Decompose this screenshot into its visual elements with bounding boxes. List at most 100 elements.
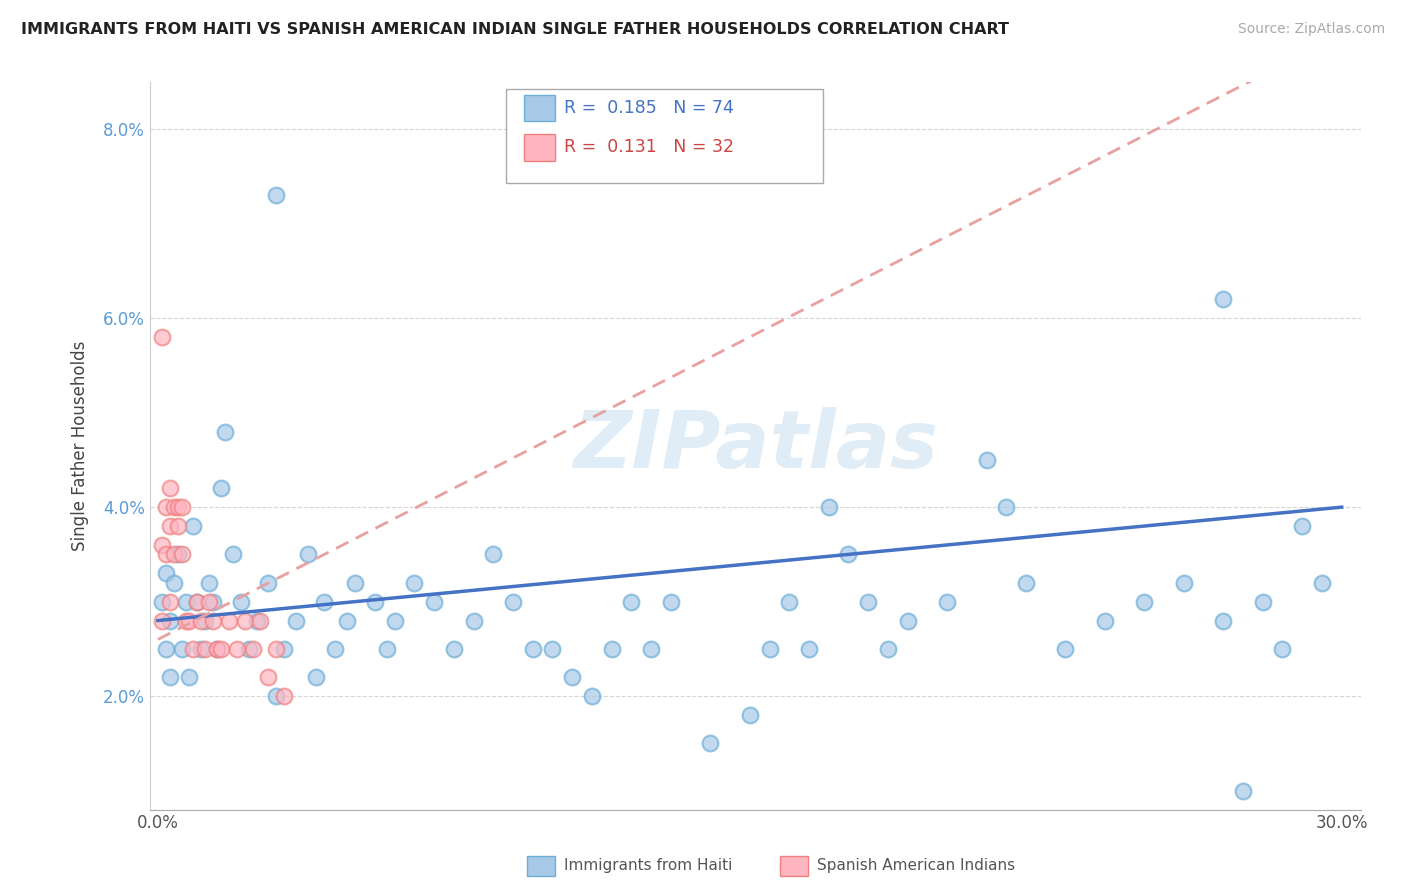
Point	[1310, 575, 1333, 590]
Point	[1212, 614, 1234, 628]
Point	[264, 188, 287, 202]
Text: Source: ZipAtlas.com: Source: ZipAtlas.com	[1237, 22, 1385, 37]
Point	[336, 614, 359, 628]
Point	[205, 641, 228, 656]
Point	[159, 614, 181, 628]
Point	[1173, 575, 1195, 590]
Point	[183, 519, 205, 533]
Point	[150, 330, 173, 344]
Point	[561, 670, 583, 684]
Point	[482, 548, 505, 562]
Point	[541, 641, 564, 656]
Point	[1015, 575, 1038, 590]
Point	[205, 641, 228, 656]
Point	[150, 614, 173, 628]
Point	[699, 736, 721, 750]
Point	[159, 670, 181, 684]
Point	[163, 575, 186, 590]
Point	[170, 641, 193, 656]
Text: IMMIGRANTS FROM HAITI VS SPANISH AMERICAN INDIAN SINGLE FATHER HOUSEHOLDS CORREL: IMMIGRANTS FROM HAITI VS SPANISH AMERICA…	[21, 22, 1010, 37]
Point	[1291, 519, 1313, 533]
Point	[463, 614, 485, 628]
Point	[897, 614, 920, 628]
Point	[174, 614, 197, 628]
Point	[620, 594, 643, 608]
Point	[170, 500, 193, 515]
Point	[778, 594, 800, 608]
Point	[166, 500, 188, 515]
Point	[305, 670, 328, 684]
Point	[640, 641, 662, 656]
Point	[209, 481, 232, 495]
Point	[166, 548, 188, 562]
Point	[273, 689, 295, 703]
Point	[856, 594, 879, 608]
Point	[659, 594, 682, 608]
Point	[222, 548, 245, 562]
Text: R =  0.131   N = 32: R = 0.131 N = 32	[564, 138, 734, 156]
Point	[364, 594, 387, 608]
Point	[522, 641, 544, 656]
Point	[1094, 614, 1116, 628]
Point	[443, 641, 465, 656]
Text: R =  0.185   N = 74: R = 0.185 N = 74	[564, 99, 734, 117]
Point	[170, 548, 193, 562]
Point	[264, 641, 287, 656]
Point	[150, 594, 173, 608]
Point	[233, 614, 256, 628]
Point	[273, 641, 295, 656]
Point	[214, 425, 236, 439]
Point	[209, 641, 232, 656]
Point	[423, 594, 446, 608]
Point	[285, 614, 308, 628]
Point	[1251, 594, 1274, 608]
Point	[225, 641, 247, 656]
Point	[297, 548, 319, 562]
Point	[198, 594, 221, 608]
Point	[257, 575, 280, 590]
Point	[976, 453, 998, 467]
Point	[581, 689, 603, 703]
Point	[1212, 292, 1234, 306]
Text: Immigrants from Haiti: Immigrants from Haiti	[564, 858, 733, 872]
Point	[817, 500, 839, 515]
Point	[155, 500, 177, 515]
Point	[837, 548, 859, 562]
Point	[375, 641, 398, 656]
Point	[163, 548, 186, 562]
Point	[198, 575, 221, 590]
Point	[502, 594, 524, 608]
Text: Spanish American Indians: Spanish American Indians	[817, 858, 1015, 872]
Point	[190, 641, 212, 656]
Text: ZIPatlas: ZIPatlas	[574, 407, 938, 484]
Point	[876, 641, 898, 656]
Point	[936, 594, 959, 608]
Point	[179, 670, 201, 684]
Point	[312, 594, 335, 608]
Point	[155, 566, 177, 581]
Point	[257, 670, 280, 684]
Point	[404, 575, 426, 590]
Point	[995, 500, 1018, 515]
Point	[264, 689, 287, 703]
Point	[758, 641, 780, 656]
Point	[242, 641, 264, 656]
Point	[1271, 641, 1294, 656]
Point	[1232, 783, 1254, 797]
Point	[183, 641, 205, 656]
Point	[202, 614, 225, 628]
Point	[155, 641, 177, 656]
Point	[797, 641, 820, 656]
Y-axis label: Single Father Households: Single Father Households	[72, 341, 89, 551]
Point	[150, 538, 173, 552]
Point	[190, 614, 212, 628]
Point	[186, 594, 208, 608]
Point	[163, 500, 186, 515]
Point	[218, 614, 240, 628]
Point	[186, 594, 208, 608]
Point	[245, 614, 267, 628]
Point	[600, 641, 623, 656]
Point	[1133, 594, 1156, 608]
Point	[166, 519, 188, 533]
Point	[159, 481, 181, 495]
